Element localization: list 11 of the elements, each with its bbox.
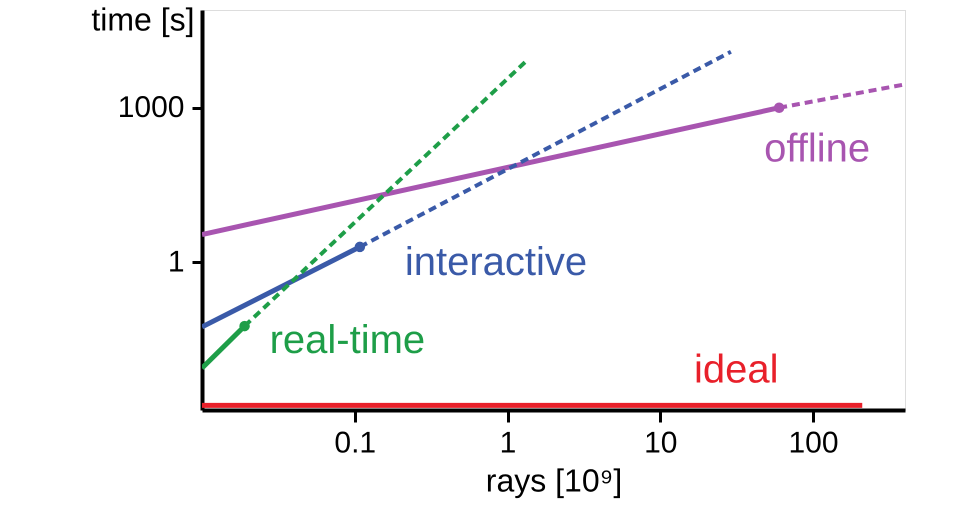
x-tick-label: 0.1 <box>334 426 376 460</box>
x-axis-title: rays [10⁹] <box>486 462 622 498</box>
series-label: ideal <box>694 347 779 392</box>
series-label: real-time <box>270 318 426 362</box>
y-axis-title: time [s] <box>91 2 194 38</box>
series-label: interactive <box>404 240 588 284</box>
series-label: offline <box>764 126 870 171</box>
x-tick-label: 100 <box>788 426 839 460</box>
x-tick-label: 1 <box>500 426 516 460</box>
y-tick-label: 1000 <box>118 91 184 124</box>
x-tick-label: 10 <box>644 426 678 460</box>
